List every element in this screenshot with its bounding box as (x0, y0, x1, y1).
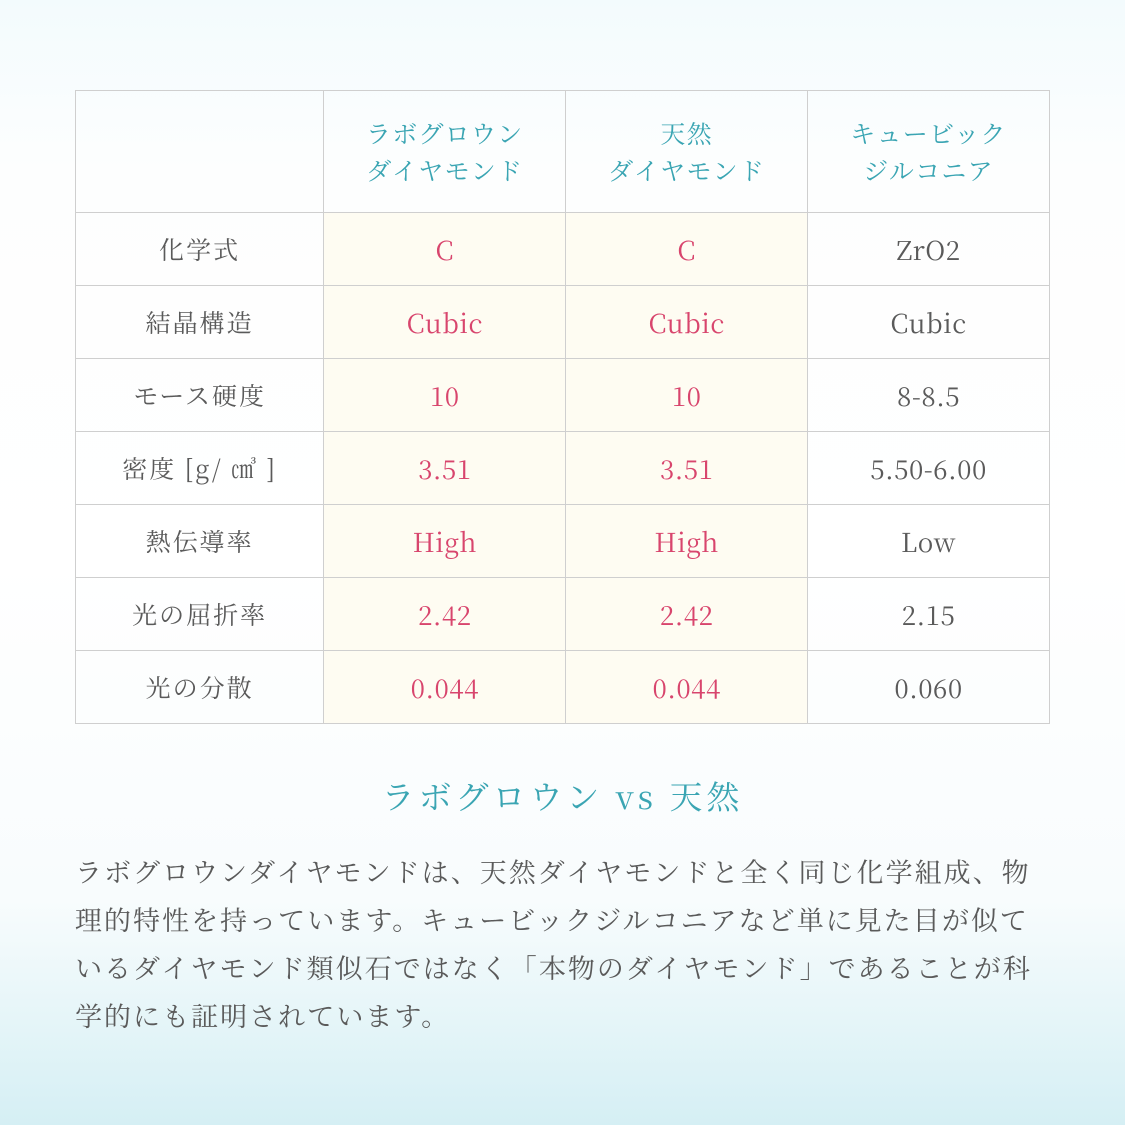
row-label: 光の屈折率 (76, 578, 324, 651)
cell-natural: 10 (566, 359, 808, 432)
cell-natural: High (566, 505, 808, 578)
cell-cz: ZrO2 (808, 213, 1050, 286)
cell-labgrown: 0.044 (324, 651, 566, 724)
section-heading: ラボグロウン vs 天然 (75, 772, 1050, 819)
table-header-labgrown: ラボグロウン ダイヤモンド (324, 91, 566, 213)
cell-labgrown: High (324, 505, 566, 578)
row-label: 光の分散 (76, 651, 324, 724)
cell-labgrown: 3.51 (324, 432, 566, 505)
cell-natural: 3.51 (566, 432, 808, 505)
table-header-empty (76, 91, 324, 213)
header-line2: ジルコニア (808, 152, 1049, 188)
header-line2: ダイヤモンド (566, 152, 807, 188)
table-header-natural: 天然 ダイヤモンド (566, 91, 808, 213)
table-header-cz: キュービック ジルコニア (808, 91, 1050, 213)
cell-labgrown: Cubic (324, 286, 566, 359)
cell-natural: 2.42 (566, 578, 808, 651)
table-row: 光の屈折率 2.42 2.42 2.15 (76, 578, 1050, 651)
row-label: 結晶構造 (76, 286, 324, 359)
header-line1: ラボグロウン (324, 115, 565, 151)
cell-cz: Cubic (808, 286, 1050, 359)
table-row: 熱伝導率 High High Low (76, 505, 1050, 578)
table-row: 光の分散 0.044 0.044 0.060 (76, 651, 1050, 724)
table-row: 密度 [g/ ㎤ ] 3.51 3.51 5.50-6.00 (76, 432, 1050, 505)
row-label: 熱伝導率 (76, 505, 324, 578)
header-line1: 天然 (566, 115, 807, 151)
cell-labgrown: 10 (324, 359, 566, 432)
cell-cz: Low (808, 505, 1050, 578)
header-line2: ダイヤモンド (324, 152, 565, 188)
cell-cz: 8-8.5 (808, 359, 1050, 432)
cell-labgrown: 2.42 (324, 578, 566, 651)
table-header-row: ラボグロウン ダイヤモンド 天然 ダイヤモンド キュービック ジルコニア (76, 91, 1050, 213)
cell-labgrown: C (324, 213, 566, 286)
row-label: 密度 [g/ ㎤ ] (76, 432, 324, 505)
comparison-table-container: ラボグロウン ダイヤモンド 天然 ダイヤモンド キュービック ジルコニア 化学式… (75, 90, 1050, 724)
cell-natural: Cubic (566, 286, 808, 359)
cell-natural: 0.044 (566, 651, 808, 724)
cell-cz: 2.15 (808, 578, 1050, 651)
cell-cz: 5.50-6.00 (808, 432, 1050, 505)
comparison-table: ラボグロウン ダイヤモンド 天然 ダイヤモンド キュービック ジルコニア 化学式… (75, 90, 1050, 724)
cell-cz: 0.060 (808, 651, 1050, 724)
section-body: ラボグロウンダイヤモンドは、天然ダイヤモンドと全く同じ化学組成、物理的特性を持っ… (75, 847, 1050, 1039)
table-row: 結晶構造 Cubic Cubic Cubic (76, 286, 1050, 359)
table-row: 化学式 C C ZrO2 (76, 213, 1050, 286)
table-row: モース硬度 10 10 8-8.5 (76, 359, 1050, 432)
cell-natural: C (566, 213, 808, 286)
header-line1: キュービック (808, 115, 1049, 151)
row-label: モース硬度 (76, 359, 324, 432)
row-label: 化学式 (76, 213, 324, 286)
